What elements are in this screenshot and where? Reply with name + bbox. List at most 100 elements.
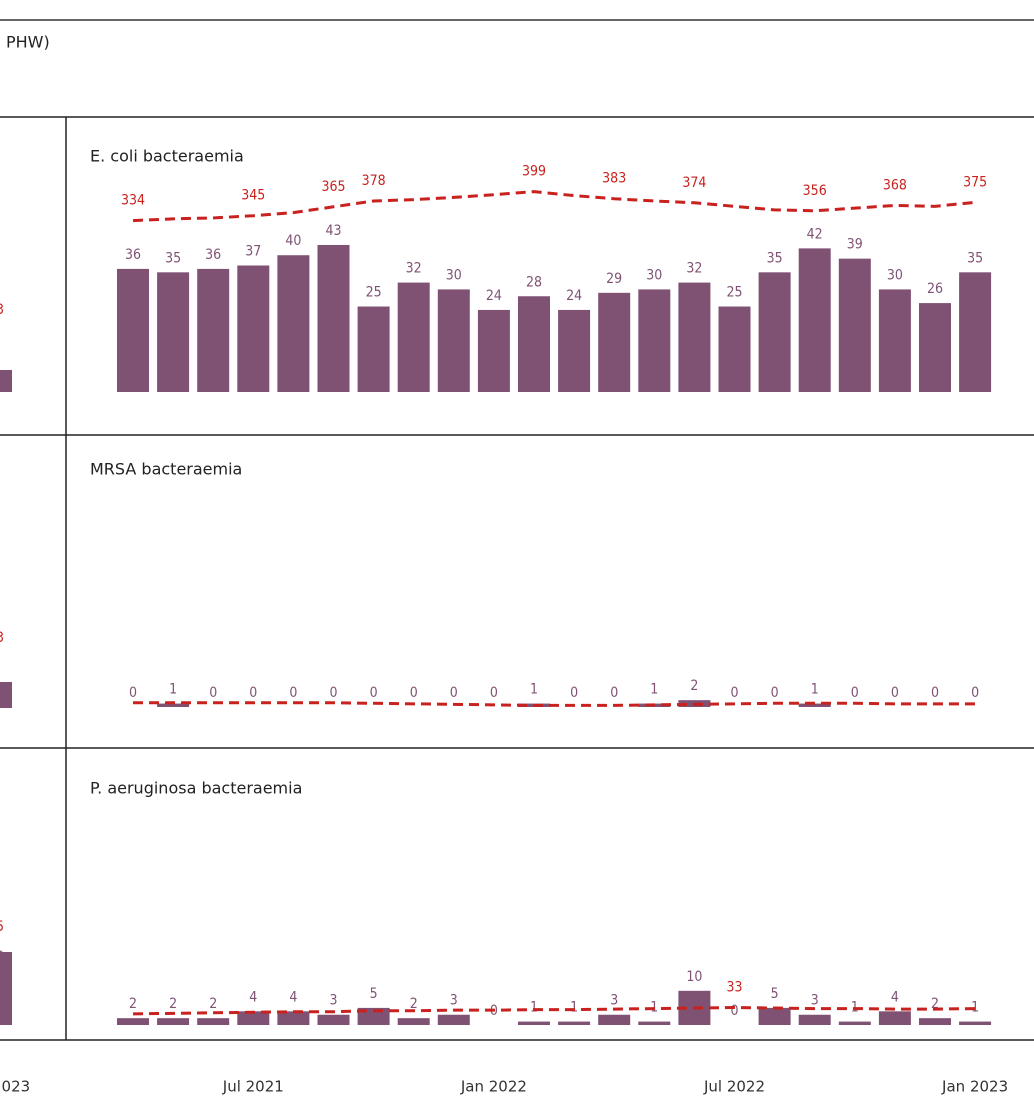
bar-label: 35 [767, 250, 783, 266]
bar [638, 1021, 671, 1025]
bar-label: 28 [526, 274, 542, 290]
bar-label: 1 [530, 1000, 538, 1016]
bar [117, 1018, 149, 1025]
bar-label: 0 [931, 685, 939, 701]
bar-label: 1 [811, 682, 819, 698]
bar-label: 30 [446, 267, 462, 283]
bar-label: 36 [205, 247, 221, 263]
clipped-label: 5 [0, 919, 4, 935]
bar-label: 2 [209, 996, 217, 1012]
clipped-label: 3 [0, 630, 4, 646]
bar-label: 0 [730, 1003, 738, 1019]
clipped-bar [0, 952, 12, 1025]
bar-label: 0 [209, 685, 217, 701]
bar [798, 703, 831, 707]
bar [959, 272, 992, 392]
bar-label: 4 [249, 989, 257, 1005]
clipped-bar [0, 370, 12, 392]
bar-label: 1 [169, 682, 177, 698]
line-label: 334 [121, 193, 145, 209]
bar [598, 292, 631, 392]
bar-label: 0 [129, 685, 137, 701]
bar [758, 1007, 791, 1025]
chart-title: P. aeruginosa bacteraemia [90, 779, 302, 798]
bar-label: 1 [570, 1000, 578, 1016]
bar [878, 1011, 911, 1025]
line-label: 33 [726, 980, 742, 996]
bar-label: 0 [289, 685, 297, 701]
bar-label: 0 [410, 685, 418, 701]
bar [959, 1021, 992, 1025]
bar [558, 1021, 591, 1025]
bar-label: 0 [771, 685, 779, 701]
line-label: 368 [883, 177, 907, 193]
bar [197, 1018, 230, 1025]
line-label: 375 [963, 174, 987, 190]
chart-title: MRSA bacteraemia [90, 460, 242, 479]
bar [798, 248, 831, 392]
bar [678, 282, 711, 392]
bar [919, 303, 951, 392]
bar [437, 289, 470, 392]
line-label: 365 [321, 179, 345, 195]
bar-label: 0 [730, 685, 738, 701]
bar [798, 1014, 831, 1025]
bar-label: 10 [686, 969, 702, 985]
bar-label: 25 [726, 285, 742, 301]
bar-label: 2 [169, 996, 177, 1012]
bar [437, 1014, 470, 1025]
clipped-label: 3 [0, 949, 4, 965]
bar [518, 296, 550, 392]
bar-label: 37 [245, 243, 261, 259]
bar [397, 1018, 430, 1025]
bar-label: 29 [606, 271, 622, 287]
bar [718, 306, 751, 392]
bar-label: 3 [329, 993, 337, 1009]
bar-label: 3 [610, 993, 618, 1009]
bar [598, 1014, 631, 1025]
line-label: 356 [803, 183, 827, 199]
bar-label: 4 [289, 989, 297, 1005]
bar [878, 289, 911, 392]
bar-label: 3 [450, 993, 458, 1009]
header-title: PHW) [6, 33, 50, 52]
bar-label: 30 [887, 267, 903, 283]
line [132, 190, 976, 223]
bar-label: 1 [971, 1000, 979, 1016]
bar-label: 5 [370, 986, 378, 1002]
bar-label: 4 [891, 989, 899, 1005]
bar-label: 1 [650, 682, 658, 698]
clipped-label: 3 [0, 302, 4, 318]
bar-label: 2 [129, 996, 137, 1012]
bar-label: 42 [807, 226, 823, 242]
bar-label: 0 [490, 685, 498, 701]
x-tick-label: Jan 2023 [941, 1078, 1008, 1096]
bar-label: 36 [125, 247, 141, 263]
bar-label: 43 [325, 223, 341, 239]
line-label: 345 [241, 188, 265, 204]
bar-label: 0 [891, 685, 899, 701]
bar-label: 2 [410, 996, 418, 1012]
bar [758, 272, 791, 392]
line-label: 378 [362, 173, 386, 189]
bar [197, 268, 230, 392]
bar [157, 1018, 190, 1025]
bar-label: 3 [811, 993, 819, 1009]
bar-label: 35 [165, 250, 181, 266]
bar [638, 289, 671, 392]
bar [838, 258, 871, 392]
bar [357, 306, 390, 392]
bar-label: 2 [690, 678, 698, 694]
bar [277, 1011, 310, 1025]
bar-label: 0 [971, 685, 979, 701]
bar [518, 1021, 550, 1025]
bar [237, 265, 270, 392]
bar-label: 2 [931, 996, 939, 1012]
bar [317, 1014, 350, 1025]
bar [157, 272, 190, 392]
clipped-bar [0, 682, 12, 708]
x-tick-label: Jul 2021 [222, 1078, 284, 1096]
bar-label: 1 [530, 682, 538, 698]
bar-label: 26 [927, 281, 943, 297]
